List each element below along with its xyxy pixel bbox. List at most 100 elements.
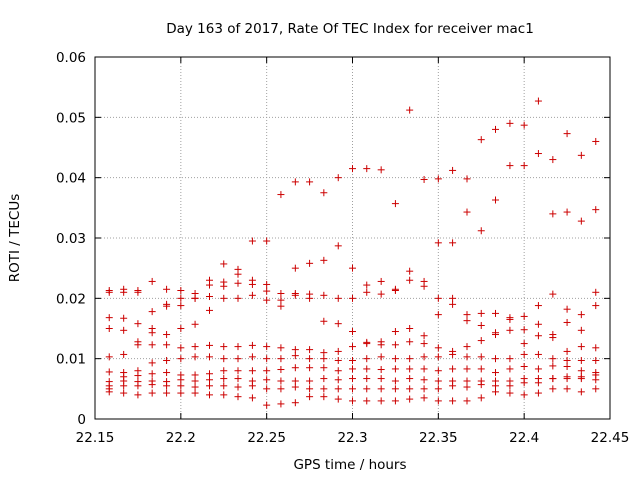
data-point <box>391 397 399 405</box>
data-point <box>177 355 185 363</box>
data-point <box>277 400 285 408</box>
data-point <box>148 389 156 397</box>
data-point <box>163 331 171 339</box>
data-point <box>491 355 499 363</box>
data-point <box>277 290 285 298</box>
data-point <box>534 350 542 358</box>
data-point <box>349 365 356 373</box>
data-point <box>406 365 414 373</box>
data-point <box>449 239 457 247</box>
data-point <box>491 382 499 390</box>
data-point <box>520 391 528 399</box>
data-point <box>577 217 585 225</box>
data-point <box>148 329 156 337</box>
data-point <box>377 375 385 383</box>
data-point <box>263 385 271 393</box>
data-point <box>220 367 228 375</box>
data-point <box>206 353 214 361</box>
data-point <box>291 364 299 372</box>
data-point <box>549 385 557 393</box>
data-point <box>449 397 457 405</box>
data-point <box>449 365 457 373</box>
data-point <box>549 334 557 342</box>
data-point <box>277 377 285 385</box>
data-point <box>320 393 328 401</box>
data-point <box>191 383 199 391</box>
data-point <box>592 356 600 364</box>
data-point <box>291 291 299 299</box>
data-point <box>406 106 414 114</box>
data-point <box>320 256 328 264</box>
data-point <box>377 385 385 393</box>
data-point <box>120 326 128 334</box>
data-point <box>477 136 485 144</box>
data-point <box>306 259 314 267</box>
data-point <box>234 375 242 383</box>
data-point <box>420 385 428 393</box>
data-point <box>449 294 457 302</box>
data-point <box>391 286 399 294</box>
data-point <box>134 341 142 349</box>
data-point <box>434 385 442 393</box>
data-point <box>463 343 471 351</box>
data-point <box>434 344 442 352</box>
data-point <box>420 394 428 402</box>
data-point <box>291 377 299 385</box>
data-point <box>291 352 299 360</box>
data-point <box>506 382 514 390</box>
data-point <box>220 260 228 268</box>
chart-title: Day 163 of 2017, Rate Of TEC Index for r… <box>166 21 534 37</box>
data-point <box>120 389 128 397</box>
data-point <box>206 341 214 349</box>
data-point <box>234 383 242 391</box>
data-point <box>420 175 428 183</box>
y-tick-label: 0.05 <box>56 110 86 126</box>
data-point <box>463 175 471 183</box>
data-point <box>592 302 600 310</box>
data-point <box>420 353 428 361</box>
data-point <box>377 277 385 285</box>
data-point <box>463 311 471 319</box>
data-point <box>363 365 371 373</box>
data-point <box>563 305 571 313</box>
data-point <box>491 331 499 339</box>
data-point <box>177 325 185 332</box>
data-point <box>206 376 214 384</box>
data-point <box>277 302 285 310</box>
data-point <box>420 340 428 348</box>
data-point <box>320 364 328 372</box>
data-point <box>363 288 371 296</box>
data-point <box>506 119 514 127</box>
data-point <box>291 399 299 407</box>
data-point <box>105 388 113 396</box>
data-point <box>334 385 342 393</box>
y-tick-label: 0.03 <box>56 231 86 247</box>
data-point <box>334 242 342 250</box>
x-tick-label: 22.3 <box>337 430 367 446</box>
data-point <box>463 383 471 391</box>
data-point <box>434 367 442 375</box>
data-point <box>263 401 271 409</box>
data-point <box>206 370 214 378</box>
data-point <box>120 288 128 296</box>
data-point <box>320 189 328 197</box>
data-point <box>334 367 342 375</box>
data-point <box>577 326 585 334</box>
data-point <box>349 328 356 336</box>
data-point <box>377 341 385 349</box>
data-point <box>220 375 228 383</box>
data-point <box>491 125 499 133</box>
data-point <box>148 341 156 349</box>
data-point <box>191 389 199 397</box>
data-point <box>105 288 113 296</box>
data-point <box>391 200 399 208</box>
data-point <box>520 363 528 371</box>
data-point <box>320 349 328 357</box>
data-point <box>163 302 171 310</box>
data-point <box>120 350 128 358</box>
data-point <box>477 227 485 235</box>
data-point <box>306 385 314 393</box>
x-tick-label: 22.2 <box>166 430 196 446</box>
data-point <box>506 162 514 170</box>
